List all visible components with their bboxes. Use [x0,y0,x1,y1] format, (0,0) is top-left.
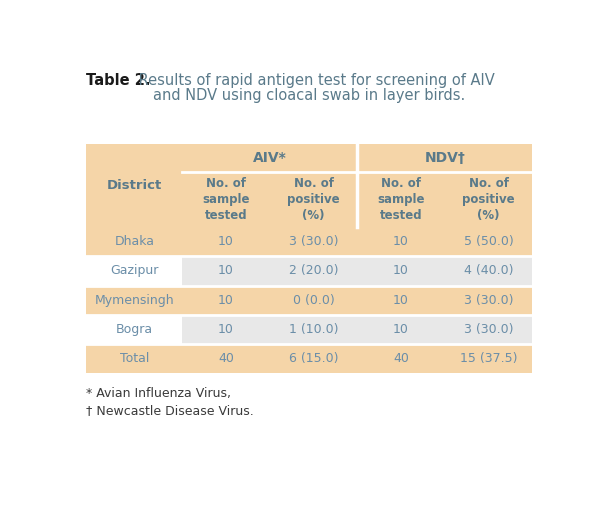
Bar [358,227,445,256]
Bar [358,256,445,286]
Text: and NDV using cloacal swab in layer birds.: and NDV using cloacal swab in layer bird… [153,88,466,104]
Text: Mymensingh: Mymensingh [94,294,174,307]
Bar [445,286,532,315]
Bar [86,227,182,256]
Bar [445,344,532,373]
Text: Table 2.: Table 2. [86,73,151,88]
Bar [182,256,270,286]
Bar [270,172,358,227]
Text: No. of
positive
(%): No. of positive (%) [288,177,340,222]
Text: 40: 40 [393,352,409,365]
Bar [270,227,358,256]
Bar [358,144,532,172]
Bar [86,344,182,373]
Text: 10: 10 [393,264,409,278]
Bar [182,286,270,315]
Text: † Newcastle Disease Virus.: † Newcastle Disease Virus. [86,404,254,417]
Text: NDV†: NDV† [425,151,465,165]
Text: 3 (30.0): 3 (30.0) [289,235,338,248]
Bar [358,172,445,227]
Text: 3 (30.0): 3 (30.0) [464,294,513,307]
Text: No. of
sample
tested: No. of sample tested [202,177,250,222]
Text: 10: 10 [393,294,409,307]
Text: * Avian Influenza Virus,: * Avian Influenza Virus, [86,387,231,400]
Text: Dhaka: Dhaka [114,235,155,248]
Bar [445,227,532,256]
Text: 6 (15.0): 6 (15.0) [289,352,338,365]
Text: District: District [107,179,162,192]
Text: No. of
positive
(%): No. of positive (%) [462,177,515,222]
Text: 40: 40 [218,352,234,365]
Bar [358,344,445,373]
Text: 5 (50.0): 5 (50.0) [464,235,513,248]
Text: 10: 10 [393,323,409,336]
Text: 10: 10 [393,235,409,248]
Bar [182,144,358,172]
Bar [358,286,445,315]
Text: 15 (37.5): 15 (37.5) [460,352,517,365]
Bar [182,227,270,256]
Bar [86,315,182,344]
Bar [445,315,532,344]
Text: 10: 10 [218,323,234,336]
Bar [86,256,182,286]
Text: 4 (40.0): 4 (40.0) [464,264,513,278]
Text: 1 (10.0): 1 (10.0) [289,323,338,336]
Text: Results of rapid antigen test for screening of AIV: Results of rapid antigen test for screen… [133,73,495,88]
Bar [86,286,182,315]
Bar [182,344,270,373]
Bar [270,315,358,344]
Bar [182,315,270,344]
Text: 10: 10 [218,235,234,248]
Text: Gazipur: Gazipur [110,264,158,278]
Text: Total: Total [120,352,149,365]
Bar [270,286,358,315]
Text: 0 (0.0): 0 (0.0) [293,294,335,307]
Bar [270,256,358,286]
Bar [358,315,445,344]
Text: 10: 10 [218,294,234,307]
Text: Bogra: Bogra [116,323,153,336]
Bar [445,172,532,227]
Text: 3 (30.0): 3 (30.0) [464,323,513,336]
Text: No. of
sample
tested: No. of sample tested [378,177,425,222]
Bar [270,344,358,373]
Bar [445,256,532,286]
Bar [182,172,270,227]
Text: AIV*: AIV* [253,151,287,165]
Text: 10: 10 [218,264,234,278]
Text: 2 (20.0): 2 (20.0) [289,264,338,278]
Bar [86,144,182,227]
